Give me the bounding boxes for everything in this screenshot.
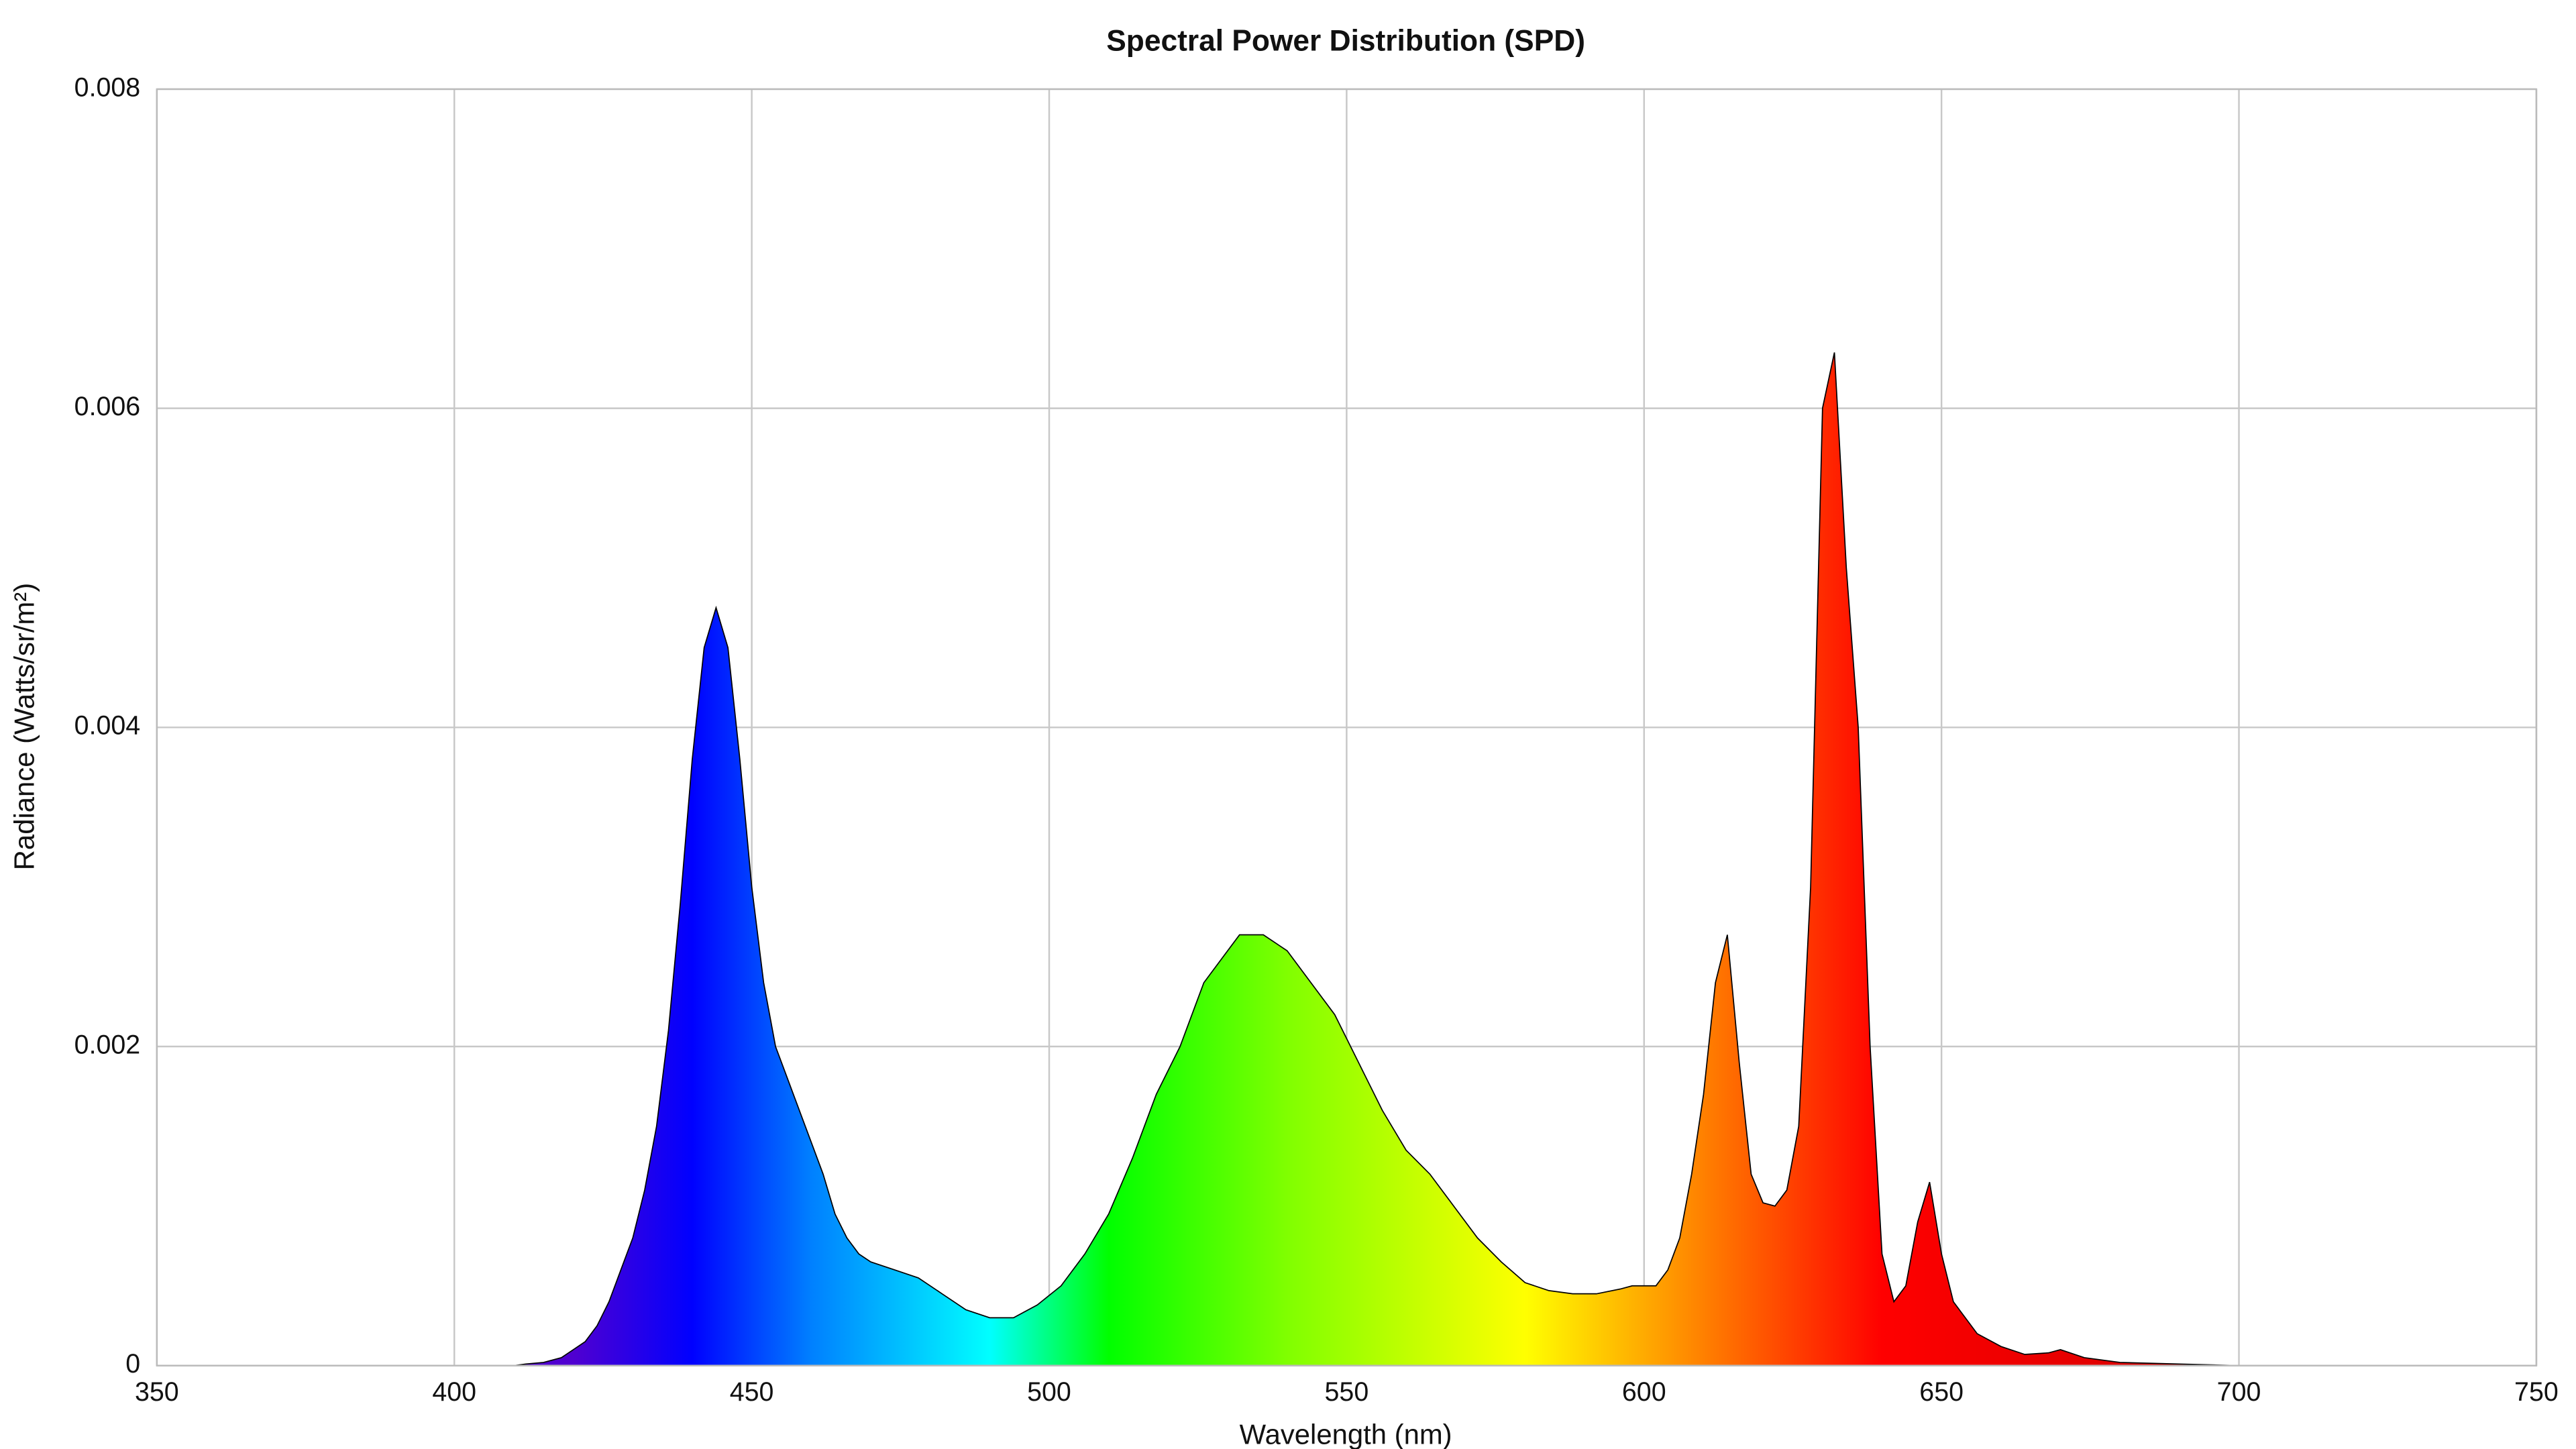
x-tick-label: 400	[432, 1377, 476, 1407]
y-axis-label: Radiance (Watts/sr/m²)	[8, 583, 40, 870]
y-tick-label: 0.004	[74, 711, 141, 741]
y-tick-label: 0.002	[74, 1030, 141, 1059]
x-tick-label: 650	[1919, 1377, 1964, 1407]
chart-title: Spectral Power Distribution (SPD)	[1106, 25, 1585, 58]
x-axis-label: Wavelength (nm)	[1240, 1419, 1452, 1449]
x-tick-label: 600	[1622, 1377, 1666, 1407]
x-tick-label: 550	[1325, 1377, 1369, 1407]
x-tick-label: 350	[135, 1377, 179, 1407]
spectrum-area	[156, 352, 2536, 1366]
y-tick-label: 0	[125, 1349, 140, 1379]
x-tick-label: 500	[1027, 1377, 1071, 1407]
y-tick-label: 0.006	[74, 392, 141, 421]
x-tick-label: 750	[2514, 1377, 2559, 1407]
spectrum-line	[156, 352, 2536, 1366]
y-tick-label: 0.008	[74, 72, 141, 102]
x-tick-label: 700	[2217, 1377, 2261, 1407]
x-tick-label: 450	[730, 1377, 774, 1407]
plot-frame	[156, 88, 2538, 1366]
